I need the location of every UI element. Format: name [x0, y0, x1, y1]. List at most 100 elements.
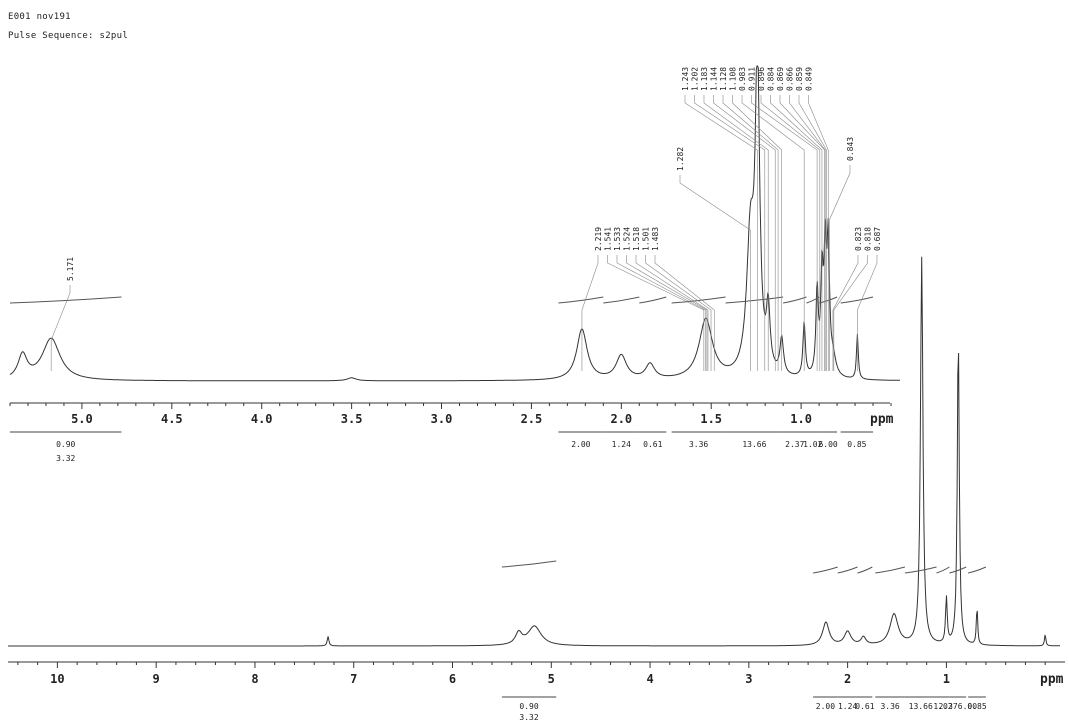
- expanded-spectrum: 5.0 4.5 4.0 3.5 3.0 2.5 2.0 1.5 1.0 ppm 0.90 3.32 2.…: [9, 65, 900, 463]
- peak-label: 1.243: [681, 67, 690, 91]
- peak-label: 1.533: [613, 227, 622, 251]
- peak-label: 0.983: [738, 67, 747, 91]
- integral-curve: [806, 296, 820, 304]
- peak-label: 0.843: [846, 137, 855, 161]
- peak-label: 1.108: [729, 67, 738, 91]
- peak-label-leader: [626, 255, 708, 371]
- peak-label-leader: [798, 95, 827, 371]
- x-tick-label: 3.5: [341, 412, 363, 426]
- integral-value: 1.02: [803, 440, 822, 449]
- x-tick-label: 4.5: [161, 412, 183, 426]
- x-tick-label: 5.0: [71, 412, 93, 426]
- peak-label-leader: [581, 255, 599, 371]
- integral-value: 3.36: [880, 702, 899, 711]
- integral-curve: [783, 296, 807, 304]
- integral-curve: [904, 566, 937, 574]
- integral-value: 0.85: [967, 702, 986, 711]
- x-tick-label: 1.5: [700, 412, 722, 426]
- peak-label-leader: [654, 255, 715, 371]
- x-tick-label: 4.0: [251, 412, 273, 426]
- peak-label: 0.869: [776, 67, 785, 91]
- peak-label: 0.859: [795, 67, 804, 91]
- peak-label-leader: [607, 255, 705, 371]
- peak-label-leader: [833, 255, 868, 371]
- peak-label: 0.896: [757, 67, 766, 91]
- integral-value: 13.66: [742, 440, 766, 449]
- spectrum-trace: [9, 65, 900, 382]
- peak-label: 1.128: [719, 67, 728, 91]
- integral-curve: [840, 296, 874, 304]
- integral-value: 1.24: [612, 440, 631, 449]
- integral-value: 13.66: [909, 702, 933, 711]
- pulse-sequence: Pulse Sequence: s2pul: [8, 31, 129, 41]
- peak-label: 0.687: [873, 227, 882, 251]
- integral-curve: [501, 560, 557, 568]
- integral-value: 0.61: [855, 702, 874, 711]
- peak-label: 1.144: [710, 67, 719, 91]
- integral-curve: [936, 566, 950, 574]
- integral-curve: [725, 296, 784, 304]
- peak-label-leader: [694, 95, 766, 371]
- x-tick-label: 3.0: [431, 412, 453, 426]
- peak-label-leader: [832, 255, 859, 371]
- x-tick-label: 1: [943, 672, 950, 686]
- integral-curve: [857, 566, 873, 574]
- integral-value: 3.36: [689, 440, 708, 449]
- peak-label: 0.849: [805, 67, 814, 91]
- peak-label-leader: [732, 95, 782, 371]
- x-tick-label: 3: [745, 672, 752, 686]
- peak-label-leader: [741, 95, 805, 371]
- peak-label: 0.884: [767, 67, 776, 91]
- x-tick-label: 5: [548, 672, 555, 686]
- peak-label-leader: [808, 95, 829, 371]
- peak-label: 0.818: [864, 227, 873, 251]
- peak-label-leader: [679, 175, 751, 371]
- x-tick-label: 1.0: [790, 412, 812, 426]
- peak-label: 2.219: [594, 227, 603, 251]
- peak-label-leader: [857, 255, 878, 371]
- integral-curve: [671, 296, 726, 304]
- integral-curve: [603, 296, 640, 304]
- peak-label-leader: [770, 95, 823, 371]
- experiment-id: E001 nov191: [8, 12, 71, 22]
- integral-curve: [837, 566, 858, 574]
- x-tick-label: 10: [50, 672, 64, 686]
- peak-label-leader: [789, 95, 826, 371]
- x-tick-label: 7: [350, 672, 357, 686]
- x-tick-label: 6: [449, 672, 456, 686]
- peak-label: 1.518: [632, 227, 641, 251]
- peak-label: 0.911: [748, 67, 757, 91]
- peak-label-leader: [779, 95, 825, 371]
- x-tick-label: 9: [153, 672, 160, 686]
- peak-label-leader: [829, 165, 851, 371]
- integral-curve: [9, 296, 122, 304]
- integral-value: 3.32: [519, 713, 538, 722]
- integral-curve: [812, 566, 838, 574]
- integral-value: 3.32: [56, 454, 75, 463]
- peak-label-leader: [50, 285, 71, 371]
- peak-label-leader: [635, 255, 709, 371]
- integral-value: 2.37: [785, 440, 804, 449]
- x-tick-label: 2.5: [521, 412, 543, 426]
- x-tick-label: 2.0: [610, 412, 632, 426]
- integral-value: 2.00: [571, 440, 590, 449]
- integral-value: 2.00: [816, 702, 835, 711]
- peak-label-leader: [616, 255, 706, 371]
- peak-label-leader: [760, 95, 821, 371]
- peak-label-leader: [684, 95, 758, 371]
- peak-label: 0.823: [854, 227, 863, 251]
- integral-value: 2.376.00: [938, 702, 977, 711]
- integral-curve: [949, 566, 967, 574]
- peak-label: 0.866: [786, 67, 795, 91]
- x-tick-label: 8: [251, 672, 258, 686]
- peak-label: 1.202: [691, 67, 700, 91]
- peak-label: 1.501: [642, 227, 651, 251]
- peak-label: 1.524: [623, 227, 632, 251]
- peak-label-leader: [713, 95, 776, 371]
- integral-value: 0.85: [847, 440, 866, 449]
- peak-label: 1.183: [700, 67, 709, 91]
- integral-curve: [639, 296, 667, 304]
- x-tick-label: 2: [844, 672, 851, 686]
